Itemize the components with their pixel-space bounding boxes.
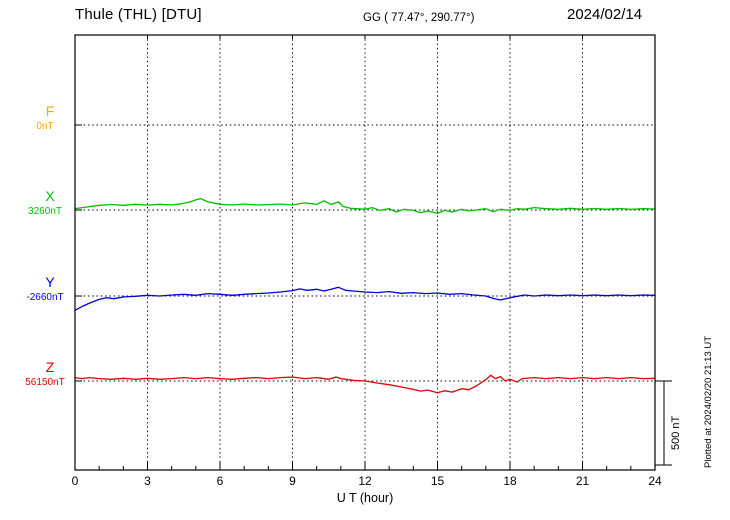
plotted-at-note: Plotted at 2024/02/20 21:13 UT — [703, 335, 714, 468]
trace-Z — [74, 374, 656, 394]
scale-bar-label: 500 nT — [670, 415, 682, 450]
series-label-X: X — [45, 188, 55, 204]
x-tick-label: 21 — [575, 474, 590, 488]
geographic-coordinates: GG ( 77.47°, 290.77°) — [363, 12, 475, 24]
x-tick-label: 3 — [144, 474, 151, 488]
trace-Y — [74, 286, 656, 311]
x-tick-label: 24 — [648, 474, 662, 488]
series-label-F: F — [45, 103, 55, 119]
x-axis-label: U T (hour) — [336, 491, 394, 505]
series-label-Z: Z — [45, 359, 55, 375]
x-tick-label: 6 — [216, 474, 224, 488]
plot-date: 2024/02/14 — [567, 6, 643, 23]
x-tick-label: 9 — [289, 474, 296, 488]
trace-X — [74, 197, 656, 215]
x-tick-label: 15 — [430, 474, 445, 488]
station-title: Thule (THL) [DTU] — [75, 6, 202, 23]
x-tick-label: 12 — [358, 474, 372, 488]
series-baseline-value-X: 3260nT — [28, 206, 62, 217]
series-baseline-value-Z: 56150nT — [25, 377, 65, 388]
x-tick-label: 18 — [503, 474, 517, 488]
series-label-Y: Y — [45, 274, 55, 290]
series-baseline-value-F: 0nT — [36, 121, 54, 132]
series-baseline-value-Y: -2660nT — [26, 292, 64, 303]
x-tick-label: 0 — [71, 474, 79, 488]
plot-frame — [74, 34, 656, 471]
